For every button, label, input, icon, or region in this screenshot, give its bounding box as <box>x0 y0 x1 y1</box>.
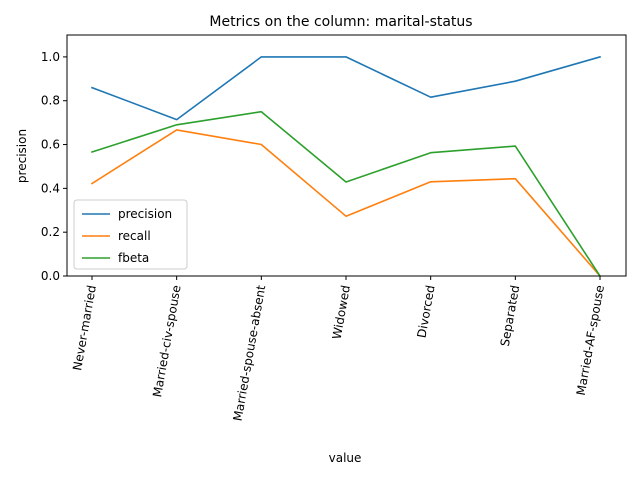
x-tick-label: Married-AF-spouse <box>574 284 607 396</box>
chart-title: Metrics on the column: marital-status <box>209 14 472 30</box>
x-tick-label: Divorced <box>415 284 438 339</box>
legend: precision recall fbeta <box>73 199 188 270</box>
series-line-precision <box>90 55 601 121</box>
series-line-recall <box>90 129 602 278</box>
y-tick-label: 0.6 <box>41 138 60 152</box>
x-tick-label: Married-spouse-absent <box>231 284 269 422</box>
y-tick-label: 0.4 <box>41 181 60 195</box>
plot-frame <box>66 34 627 277</box>
y-tick-label: 0.2 <box>41 225 60 239</box>
y-axis: 0.0 0.2 0.4 0.6 0.8 1.0 <box>41 50 67 283</box>
y-axis-title: precision <box>15 129 29 183</box>
y-tick-label: 0.8 <box>41 94 60 108</box>
y-tick-label: 1.0 <box>41 50 60 64</box>
x-axis: Never-married Married-civ-spouse Married-s… <box>70 276 607 422</box>
x-tick-label: Widowed <box>330 284 353 340</box>
x-axis-title: value <box>329 451 362 465</box>
legend-box <box>73 199 188 270</box>
plot-area <box>90 55 602 278</box>
y-tick-label: 0.0 <box>41 269 60 283</box>
legend-label-precision: precision <box>118 207 172 221</box>
legend-label-recall: recall <box>118 229 151 243</box>
x-tick-label: Never-married <box>70 284 99 371</box>
x-tick-label: Separated <box>498 284 523 347</box>
series-line-fbeta <box>90 110 602 278</box>
x-tick-label: Married-civ-spouse <box>150 284 184 398</box>
legend-label-fbeta: fbeta <box>118 251 149 265</box>
